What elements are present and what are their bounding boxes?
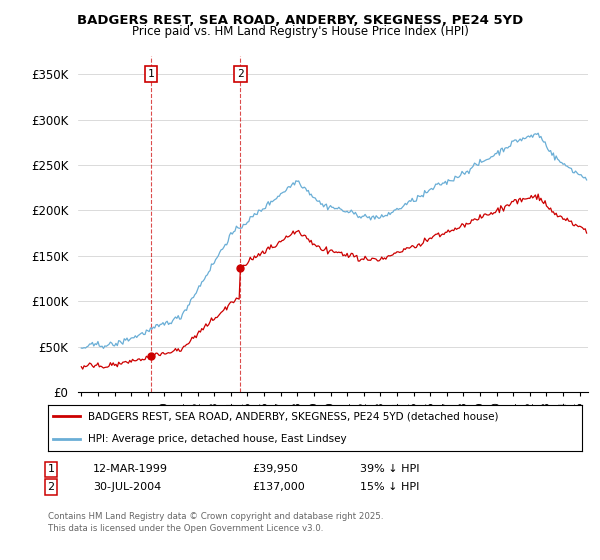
Text: BADGERS REST, SEA ROAD, ANDERBY, SKEGNESS, PE24 5YD: BADGERS REST, SEA ROAD, ANDERBY, SKEGNES…: [77, 14, 523, 27]
Text: Price paid vs. HM Land Registry's House Price Index (HPI): Price paid vs. HM Land Registry's House …: [131, 25, 469, 38]
Text: 39% ↓ HPI: 39% ↓ HPI: [360, 464, 419, 474]
Text: Contains HM Land Registry data © Crown copyright and database right 2025.
This d: Contains HM Land Registry data © Crown c…: [48, 512, 383, 533]
Text: 1: 1: [148, 69, 154, 79]
Text: 12-MAR-1999: 12-MAR-1999: [93, 464, 168, 474]
Text: 1: 1: [47, 464, 55, 474]
Text: £39,950: £39,950: [252, 464, 298, 474]
Text: 2: 2: [237, 69, 244, 79]
Text: 15% ↓ HPI: 15% ↓ HPI: [360, 482, 419, 492]
Text: 2: 2: [47, 482, 55, 492]
Text: BADGERS REST, SEA ROAD, ANDERBY, SKEGNESS, PE24 5YD (detached house): BADGERS REST, SEA ROAD, ANDERBY, SKEGNES…: [88, 412, 499, 421]
Text: HPI: Average price, detached house, East Lindsey: HPI: Average price, detached house, East…: [88, 435, 347, 444]
Text: 30-JUL-2004: 30-JUL-2004: [93, 482, 161, 492]
Text: £137,000: £137,000: [252, 482, 305, 492]
